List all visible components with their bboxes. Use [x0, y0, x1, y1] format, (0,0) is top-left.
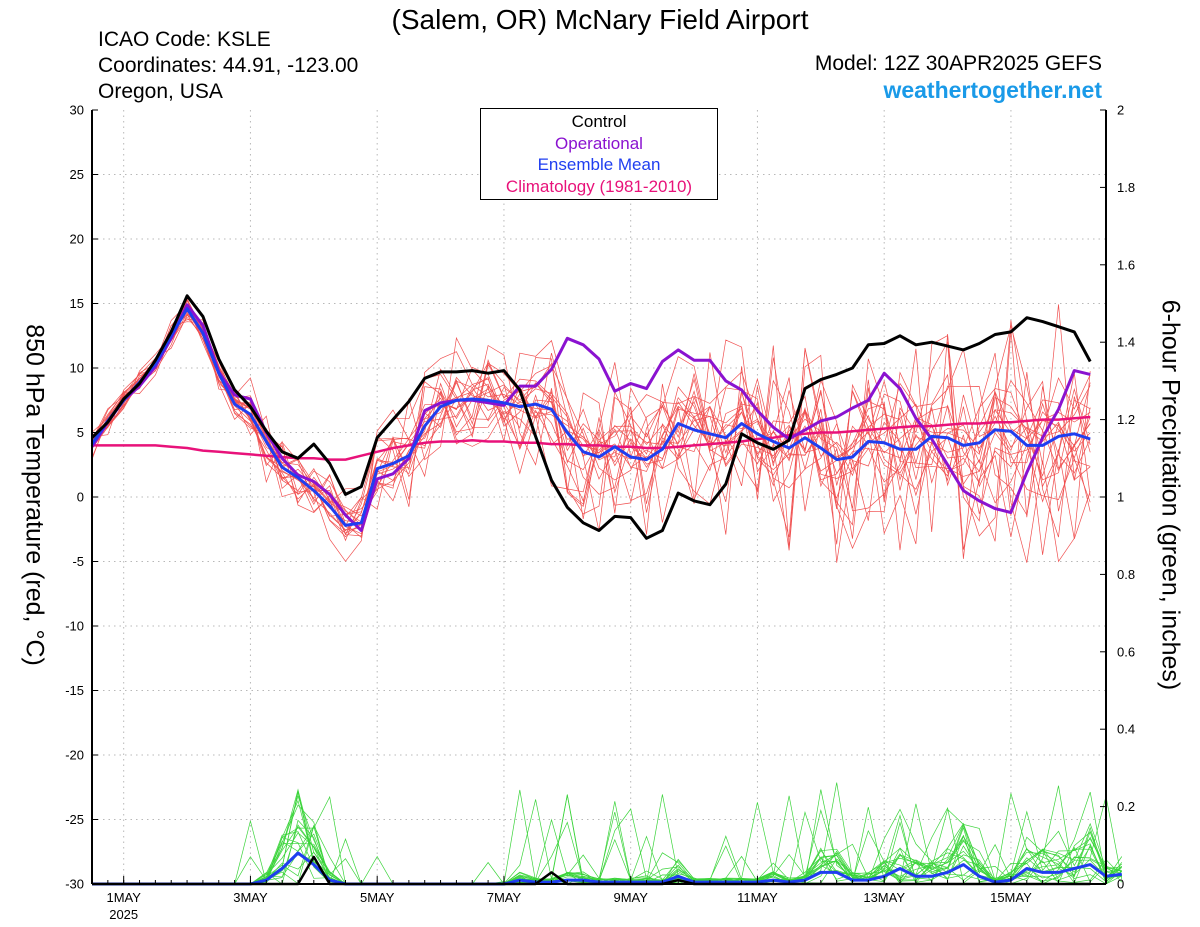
y-axis-right-tick-label: 1.8 — [1117, 180, 1135, 195]
ensemble-member-temp-line — [91, 313, 1091, 515]
y-axis-left-tick-label: -30 — [65, 877, 84, 892]
ensemble-member-temp-line — [91, 298, 1091, 555]
y-axis-right-tick-label: 1 — [1117, 490, 1124, 505]
ensemble-member-precip-line — [92, 790, 1123, 885]
ensemble-member-temp-line — [91, 307, 1091, 534]
climatology-temp-line — [92, 415, 1091, 461]
region: Oregon, USA — [98, 80, 223, 103]
ensemble-member-temp-line — [91, 311, 1091, 517]
ensemble-mean-temp-line — [90, 307, 1091, 527]
y-axis-left-tick-label: -10 — [65, 619, 84, 634]
y-axis-left-tick-label: 15 — [70, 296, 84, 311]
ensemble-member-precip-line — [92, 794, 1123, 885]
ensemble-mean-precip-line — [92, 851, 1122, 886]
x-axis-tick-label: 7MAY — [487, 890, 522, 905]
y-axis-left-tick-label: 5 — [77, 425, 84, 440]
chart-title: (Salem, OR) McNary Field Airport — [391, 4, 809, 35]
legend: Control Operational Ensemble Mean Climat… — [480, 108, 718, 200]
y-axis-left-tick-label: 0 — [77, 490, 84, 505]
y-axis-right-tick-label: 1.6 — [1117, 257, 1135, 272]
y-axis-right-tick-label: 0.2 — [1117, 799, 1135, 814]
coordinates: Coordinates: 44.91, -123.00 — [98, 54, 359, 77]
ensemble-member-temp-line — [91, 300, 1091, 536]
y-axis-left-tick-label: 30 — [70, 103, 84, 118]
legend-climatology: Climatology (1981-2010) — [505, 176, 693, 196]
x-axis-tick-label: 3MAY — [233, 890, 268, 905]
legend-operational: Operational — [555, 133, 643, 153]
x-axis-tick-label: 11MAY — [737, 890, 778, 905]
y-axis-right-tick-label: 1.2 — [1117, 412, 1135, 427]
y-axis-left-tick-label: 25 — [70, 167, 84, 182]
x-axis-tick-label: 13MAY — [863, 890, 905, 905]
x-axis-tick-label: 1MAY — [106, 890, 141, 905]
legend-control: Control — [571, 112, 627, 131]
y-axis-right-tick-label: 0.4 — [1117, 722, 1135, 737]
control-temp-line — [90, 294, 1092, 540]
x-axis-tick-label: 9MAY — [613, 890, 648, 905]
ensemble-member-precip-line — [92, 801, 1122, 885]
ensemble-member-temp-line — [91, 303, 1091, 545]
x-axis-tick-sublabel: 2025 — [109, 907, 138, 922]
y-axis-left-tick-label: -25 — [65, 812, 84, 827]
y-axis-left-tick-label: -15 — [65, 683, 84, 698]
icao-code: ICAO Code: KSLE — [98, 28, 271, 51]
y-axis-right-tick-label: 0 — [1117, 877, 1124, 892]
model-run: Model: 12Z 30APR2025 GEFS — [814, 52, 1102, 75]
y-axis-left-tick-label: 10 — [70, 361, 84, 376]
y-axis-right-tick-label: 2 — [1117, 103, 1124, 118]
x-axis-tick-label: 15MAY — [990, 890, 1032, 905]
legend-ensemble-mean: Ensemble Mean — [537, 155, 661, 174]
y-axis-left-tick-label: 20 — [70, 232, 84, 247]
x-axis-tick-label: 5MAY — [360, 890, 395, 905]
site-link[interactable]: weathertogether.net — [883, 77, 1102, 103]
ensemble-member-precip-line — [92, 821, 1122, 885]
operational-temp-line — [90, 303, 1091, 532]
y-axis-left-tick-label: -5 — [72, 554, 84, 569]
y-axis-left-tick-label: -20 — [65, 748, 84, 763]
y-axis-right-tick-label: 1.4 — [1117, 335, 1135, 350]
ensemble-member-temp-line — [91, 321, 1091, 563]
ensemble-member-precip-line — [92, 831, 1123, 885]
y-axis-right-tick-label: 0.8 — [1117, 567, 1135, 582]
y-axis-right-tick-label: 0.6 — [1117, 644, 1135, 659]
